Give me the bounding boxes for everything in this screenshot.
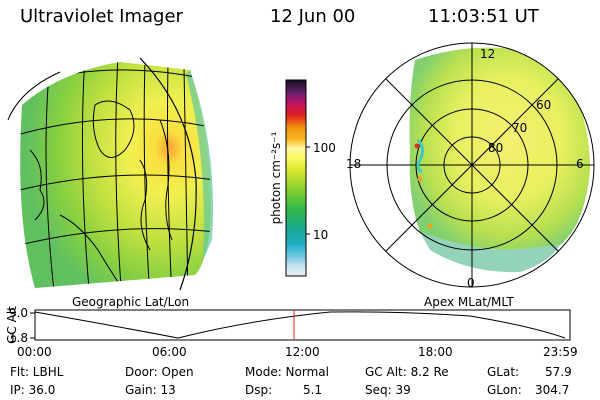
glat-value: 57.9 bbox=[545, 365, 572, 379]
timeline-ytick-low: 1.8 bbox=[8, 331, 28, 345]
instrument-title: Ultraviolet Imager bbox=[20, 6, 183, 27]
mlat-label-70: 70 bbox=[512, 121, 528, 135]
timeline-xtick-0000: 00:00 bbox=[17, 345, 52, 359]
gc-alt-readout: GC Alt: 8.2 Re bbox=[365, 365, 449, 379]
polar-panel-caption: Apex MLat/MLT bbox=[424, 295, 514, 309]
seq-readout: Seq: 39 bbox=[365, 383, 411, 397]
colorbar-tick-10: 10 bbox=[313, 228, 329, 242]
mlt-label-6: 6 bbox=[576, 157, 584, 171]
polar-mlat-mlt-panel bbox=[349, 42, 595, 288]
mlt-label-12: 12 bbox=[480, 47, 496, 61]
mlat-label-80: 80 bbox=[488, 141, 504, 155]
filter-readout: Flt: LBHL bbox=[10, 365, 64, 379]
mode-readout: Mode: Normal bbox=[245, 365, 329, 379]
mlt-label-18: 18 bbox=[346, 157, 362, 171]
glon-value: 304.7 bbox=[535, 383, 570, 397]
geo-panel-caption: Geographic Lat/Lon bbox=[72, 295, 190, 309]
glat-label: GLat: bbox=[487, 365, 520, 379]
dsp-label: Dsp: bbox=[245, 383, 273, 397]
geographic-map-panel bbox=[7, 57, 214, 291]
intensity-colorbar bbox=[285, 79, 310, 277]
colorbar-tick-100: 100 bbox=[313, 141, 336, 155]
timeline-xtick-2359: 23:59 bbox=[543, 345, 578, 359]
door-readout: Door: Open bbox=[125, 365, 194, 379]
observation-date: 12 Jun 00 bbox=[270, 6, 356, 27]
observation-time: 11:03:51 UT bbox=[428, 6, 539, 27]
timeline-xtick-1200: 12:00 bbox=[285, 345, 320, 359]
mlt-label-0: 0 bbox=[467, 276, 475, 290]
gain-readout: Gain: 13 bbox=[125, 383, 176, 397]
glon-label: GLon: bbox=[487, 383, 522, 397]
timeline-xtick-0600: 06:00 bbox=[152, 345, 187, 359]
altitude-timeline bbox=[30, 309, 571, 341]
timeline-xtick-1800: 18:00 bbox=[418, 345, 453, 359]
mlat-label-60: 60 bbox=[536, 98, 552, 112]
ip-readout: IP: 36.0 bbox=[10, 383, 56, 397]
colorbar-unit-label: photon cm⁻²s⁻¹ bbox=[269, 131, 283, 225]
dsp-value: 5.1 bbox=[303, 383, 323, 397]
timeline-ytick-high: 9.0 bbox=[8, 306, 28, 320]
